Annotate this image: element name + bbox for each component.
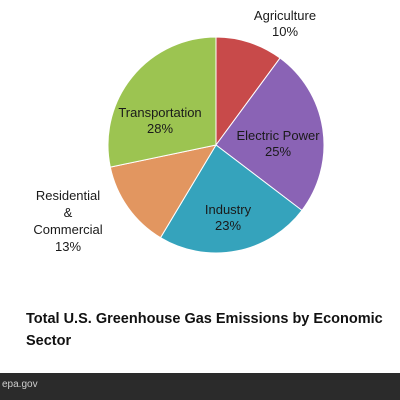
pie-slice-electric-power (215, 57, 325, 212)
slice-label-1: Electric Power 25% (236, 128, 320, 159)
slice-value-label: 25% (265, 144, 291, 159)
pie-slice-transportation (107, 36, 217, 168)
source-footer: epa.gov (0, 373, 400, 400)
slice-name-label: Electric Power (236, 128, 320, 143)
slice-name-label: & (64, 205, 73, 220)
pie-slices (107, 36, 325, 254)
pie-labels: Agriculture 10%Electric Power 25%Industry 2… (33, 8, 320, 254)
pie-chart: Agriculture 10%Electric Power 25%Industry 2… (33, 8, 325, 254)
caption-line-2: Sector (26, 333, 72, 349)
pie-slice-residential-commercial (109, 144, 218, 239)
slice-label-0: Agriculture 10% (254, 8, 316, 39)
slice-name-label: Transportation (118, 105, 201, 120)
slice-label-4: Transportation 28% (118, 105, 201, 136)
slice-name-label: Commercial (33, 222, 102, 237)
slice-value-label: 23% (215, 218, 241, 233)
slice-label-2: Industry 23% (205, 202, 252, 233)
slice-name-label: Agriculture (254, 8, 316, 23)
slice-name-label: Industry (205, 202, 252, 217)
slice-label-3: Residential & Commercial 13% (33, 188, 102, 254)
slice-value-label: 10% (272, 24, 298, 39)
source-link[interactable]: epa.gov (2, 379, 38, 390)
pie-slice-industry (159, 144, 303, 254)
chart-caption: Total U.S. Greenhouse Gas Emissions by E… (26, 308, 386, 352)
caption-line-1: Total U.S. Greenhouse Gas Emissions by E… (26, 311, 383, 327)
slice-value-label: 28% (147, 121, 173, 136)
slice-name-label: Residential (36, 188, 100, 203)
slice-value-label: 13% (55, 239, 81, 254)
